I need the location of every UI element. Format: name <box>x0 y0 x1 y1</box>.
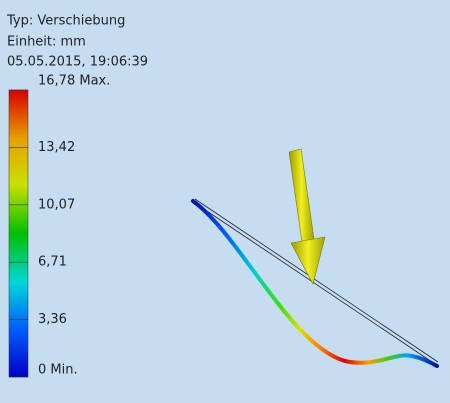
legend-label: 13,42 <box>38 140 75 155</box>
unit: Einheit: mm <box>7 35 86 50</box>
model <box>191 148 439 368</box>
color-bar <box>8 89 29 378</box>
legend-label: 10,07 <box>38 197 75 212</box>
deformed-beam <box>191 199 439 368</box>
color-bar-ticks: 16,78 Max. 13,42 10,07 6,71 3,36 0 Min. <box>9 74 110 378</box>
force-arrow-head <box>290 236 326 285</box>
result-type: Typ: Verschiebung <box>6 14 125 29</box>
legend-label: 0 Min. <box>38 363 78 378</box>
legend-label: 6,71 <box>38 255 67 270</box>
legend-label: 16,78 Max. <box>38 74 110 89</box>
legend-label: 3,36 <box>38 312 67 327</box>
timestamp: 05.05.2015, 19:06:39 <box>7 55 148 70</box>
